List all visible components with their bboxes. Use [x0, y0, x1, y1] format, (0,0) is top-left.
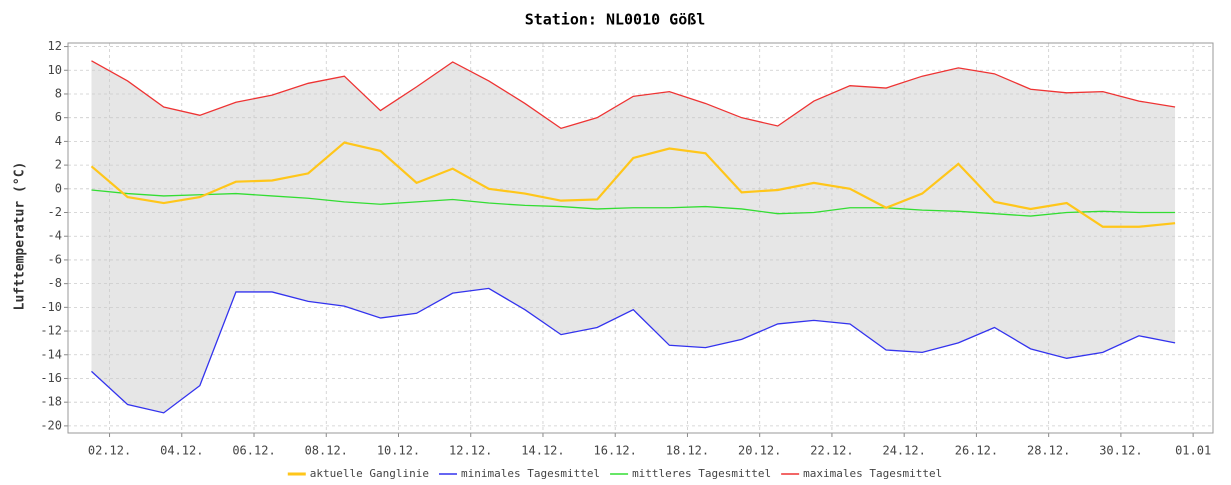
y-tick-label: 12	[48, 39, 62, 53]
legend-label: minimales Tagesmittel	[461, 467, 600, 480]
series-line	[91, 189, 1176, 217]
x-tick-label: 16.12.	[594, 444, 637, 458]
legend-label: aktuelle Ganglinie	[310, 467, 429, 480]
x-tick-label: 01.01	[1175, 444, 1211, 458]
y-tick-label: 2	[55, 158, 62, 172]
x-tick-label: 20.12.	[738, 444, 781, 458]
legend-label: mittleres Tagesmittel	[632, 467, 771, 480]
y-tick-label: -10	[40, 300, 62, 314]
y-tick-label: -18	[40, 395, 62, 409]
x-tick-label: 14.12.	[521, 444, 564, 458]
x-tick-label: 22.12.	[810, 444, 853, 458]
x-tick-label: 18.12.	[666, 444, 709, 458]
y-tick-label: -20	[40, 418, 62, 432]
series-line	[91, 60, 1176, 130]
x-tick-label: 12.12.	[449, 444, 492, 458]
y-tick-label: -12	[40, 324, 62, 338]
legend-label: maximales Tagesmittel	[803, 467, 942, 480]
y-tick-label: 4	[55, 134, 62, 148]
y-tick-label: 0	[55, 181, 62, 195]
chart-title: Station: NL0010 Gößl	[525, 11, 706, 29]
x-tick-label: 26.12.	[955, 444, 998, 458]
y-tick-label: 10	[48, 63, 62, 77]
y-tick-label: -4	[48, 229, 62, 243]
range-band	[91, 60, 1176, 413]
x-tick-label: 06.12.	[232, 444, 275, 458]
x-tick-label: 04.12.	[160, 444, 203, 458]
y-tick-label: 8	[55, 86, 62, 100]
series-line	[90, 141, 1176, 228]
y-tick-label: -6	[48, 252, 62, 266]
x-tick-label: 30.12.	[1099, 444, 1142, 458]
x-tick-label: 10.12.	[377, 444, 420, 458]
y-tick-label: -2	[48, 205, 62, 219]
y-axis-label: Lufttemperatur (°C)	[13, 162, 28, 311]
y-tick-label: -16	[40, 371, 62, 385]
series-line	[91, 287, 1176, 414]
x-tick-label: 08.12.	[305, 444, 348, 458]
y-tick-label: 6	[55, 110, 62, 124]
x-tick-label: 24.12.	[882, 444, 925, 458]
y-tick-label: -8	[48, 276, 62, 290]
x-tick-label: 28.12.	[1027, 444, 1070, 458]
x-tick-label: 02.12.	[88, 444, 131, 458]
y-tick-label: -14	[40, 347, 62, 361]
plot-border	[67, 42, 1214, 434]
